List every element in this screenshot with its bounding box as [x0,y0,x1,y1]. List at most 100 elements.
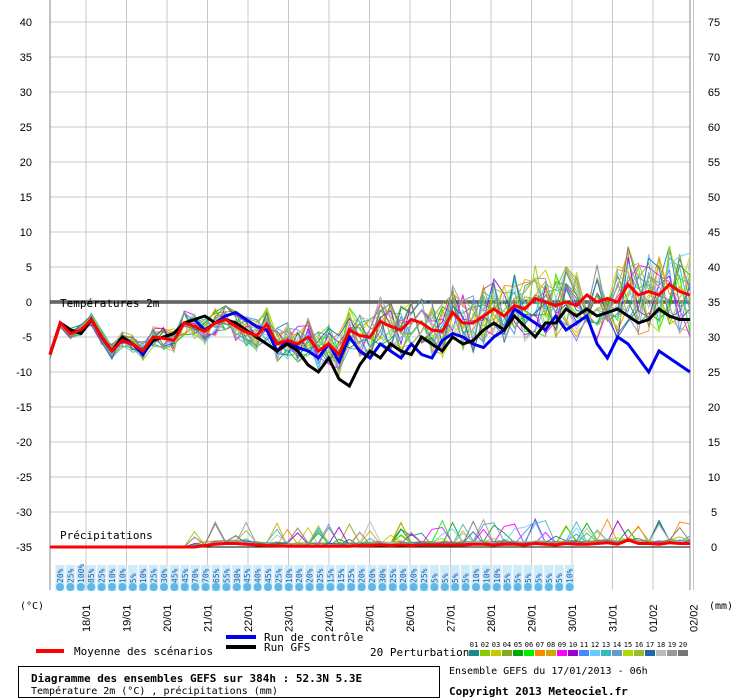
legend-perturbation-swatch [535,650,545,656]
precip-drop-icon [108,583,116,591]
precip-prob-label: 25% [316,568,325,583]
legend-perturbation-id: 16 [635,641,643,649]
precip-drop-icon [201,583,210,591]
precip-prob-bg [138,565,148,591]
precip-drop-icon [461,583,470,591]
right-tick-label: 25 [708,367,720,379]
precip-prob-bg [533,565,543,591]
legend-perturbation-swatch [645,650,655,656]
legend-perturbation-swatch [568,650,578,656]
precip-prob-label: 55% [222,568,231,583]
precip-prob-bg [65,565,75,591]
precip-drop-icon [295,583,304,591]
ensemble-chart: 4035302520151050-5-10-15-20-25-30-357570… [16,0,733,659]
left-tick-label: -25 [16,472,32,484]
left-tick-label: -20 [16,437,32,449]
precip-prob-bg [419,565,429,591]
precip-prob-label: 5% [441,573,450,583]
date-label: 19/01 [122,604,134,632]
precip-drop-icon [212,583,220,591]
right-tick-label: 40 [708,262,720,274]
precip-prob-label: 70% [191,568,200,583]
legend-perturbation-swatch [623,650,633,656]
precip-prob-bg [346,565,356,591]
date-label: 18/01 [81,604,93,632]
left-axis-unit: (°C) [20,601,44,612]
precip-drop-icon [378,583,387,591]
precip-prob-label: 10% [493,568,502,583]
precip-drop-icon [139,583,148,591]
precip-prob-bg [211,565,221,591]
precip-drop-icon [222,583,231,591]
precip-drop-icon [243,583,252,591]
legend-perturbation-id: 07 [536,641,544,649]
legend-perturbations-label: 20 Perturbations [370,646,476,659]
right-tick-label: 55 [708,157,720,169]
precip-prob-label: 20% [358,568,367,583]
legend-perturbation-id: 02 [481,641,489,649]
left-tick-label: 30 [20,87,32,99]
precip-prob-label: 30% [378,568,387,583]
legend-perturbation-id: 20 [679,641,687,649]
precip-drop-icon [191,583,200,591]
legend-mean-label: Moyenne des scénarios [74,645,213,658]
precip-prob-bg [232,565,242,591]
legend-perturbation-id: 06 [525,641,533,649]
footer-subtitle: Température 2m (°C) , précipitations (mm… [31,686,278,697]
precip-prob-label: 20% [368,568,377,583]
precip-prob-label: 10% [139,568,148,583]
precip-prob-label: 25% [66,568,75,583]
precip-prob-label: 25% [98,568,107,583]
precip-prob-bg [429,565,439,591]
precip-prob-label: 20% [399,568,408,583]
precip-prob-label: 25% [274,568,283,583]
legend-perturbation-id: 08 [547,641,555,649]
precip-drop-icon [503,583,512,591]
precip-prob-bg [107,565,117,591]
precip-prob-bg [86,565,96,591]
left-tick-label: 0 [26,297,32,309]
right-tick-label: 50 [708,192,720,204]
precip-prob-label: 5% [451,573,460,583]
precip-prob-label: 10% [285,568,294,583]
precip-drop-icon [451,583,460,591]
precip-drop-icon [56,583,64,591]
precip-probabilities: 20% 25% 100% 85% 25% 10% 10% 5% 10% 25% 30% 45% 45% 7… [55,564,575,591]
precip-prob-bg [201,565,211,591]
precip-prob-label: 65% [212,568,221,583]
right-tick-label: 10 [708,472,720,484]
run-info: Ensemble GEFS du 17/01/2013 - 06h [449,666,648,677]
precip-prob-label: 5% [555,573,564,583]
right-tick-label: 0 [711,542,717,554]
date-label: 28/01 [486,604,498,632]
precip-drop-icon [232,583,241,591]
precip-prob-bg [117,565,127,591]
precip-prob-label: 20% [410,568,419,583]
legend-perturbation-swatch [667,650,677,656]
legend-perturbation-id: 05 [514,641,522,649]
precip-prob-label: 25% [389,568,398,583]
precip-prob-label: 70% [202,568,211,583]
precip-prob-label: 25% [420,568,429,583]
precip-prob-bg [149,565,159,591]
legend-perturbation-swatch [601,650,611,656]
precip-prob-label: 10% [108,568,117,583]
date-label: 23/01 [284,604,296,632]
precip-prob-label: 20% [295,568,304,583]
precip-prob-bg [502,565,512,591]
date-label: 01/02 [648,604,660,632]
precip-drop-icon [128,583,137,591]
precip-prob-bg [513,565,523,591]
right-tick-label: 20 [708,402,720,414]
precip-drop-icon [492,583,501,591]
legend-perturbation-id: 03 [492,641,500,649]
legend-perturbation-id: 19 [668,641,676,649]
precip-prob-label: 10% [482,568,491,583]
precip-prob-label: 45% [243,568,252,583]
precip-prob-bg [377,565,387,591]
left-tick-label: -5 [22,332,32,344]
precip-prob-label: 10% [472,568,481,583]
right-tick-label: 5 [711,507,717,519]
precip-prob-bg [544,565,554,591]
right-tick-label: 60 [708,122,720,134]
